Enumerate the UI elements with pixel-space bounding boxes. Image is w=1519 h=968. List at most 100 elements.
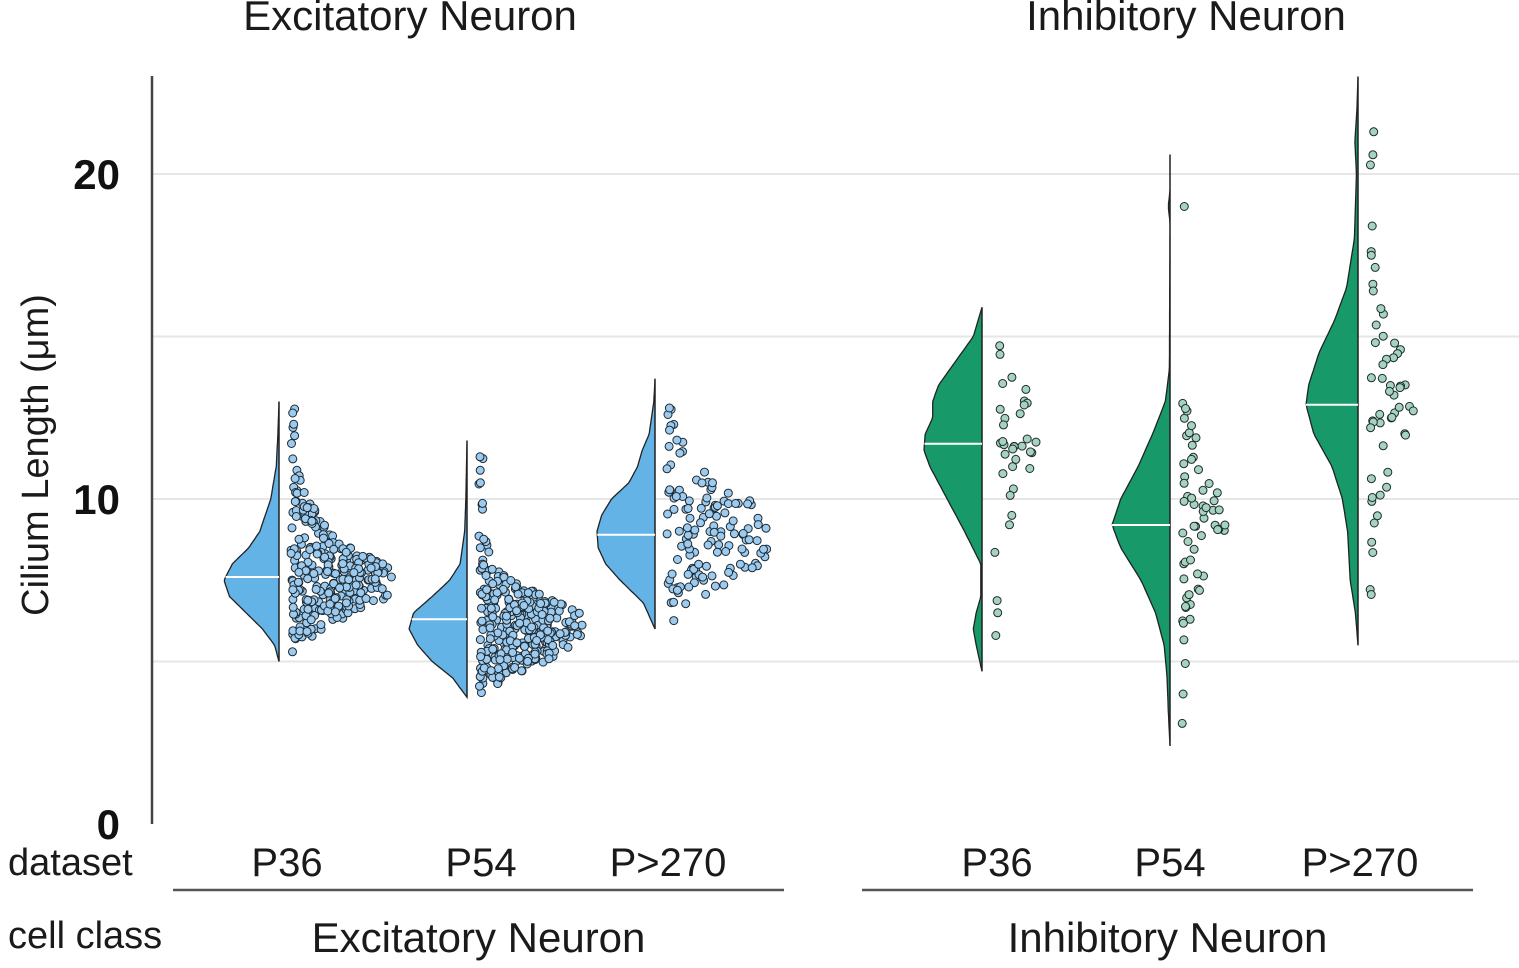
data-point <box>288 585 298 595</box>
data-point <box>512 606 522 616</box>
data-point <box>665 485 675 495</box>
data-point <box>548 641 558 650</box>
data-point <box>488 644 498 654</box>
data-point <box>743 499 753 509</box>
data-point <box>1183 537 1193 546</box>
data-point <box>1377 373 1387 383</box>
data-point <box>701 589 711 599</box>
data-point <box>520 641 529 651</box>
data-point <box>685 513 695 523</box>
data-point <box>1005 520 1014 530</box>
data-point <box>1011 454 1021 464</box>
data-point <box>330 594 340 603</box>
data-point <box>1368 548 1378 557</box>
data-point <box>323 567 332 576</box>
data-point <box>1367 493 1377 502</box>
dataset-label: P>270 <box>610 841 727 885</box>
data-point <box>506 576 516 585</box>
data-point <box>683 504 693 513</box>
data-point <box>992 596 1002 606</box>
data-point <box>1383 467 1393 477</box>
dataset-label: P36 <box>251 841 322 885</box>
data-point <box>714 540 724 550</box>
data-points <box>286 127 1418 728</box>
data-point <box>1372 511 1382 521</box>
data-point <box>1179 496 1189 506</box>
data-point <box>1178 689 1188 699</box>
data-point <box>1213 525 1223 535</box>
data-point <box>366 554 376 564</box>
data-point <box>684 582 694 592</box>
data-point <box>476 652 486 662</box>
data-point <box>294 534 304 544</box>
data-point <box>523 588 533 598</box>
data-point <box>1189 521 1199 531</box>
data-point <box>320 552 330 562</box>
data-point <box>330 607 340 617</box>
data-point <box>331 569 340 579</box>
data-point <box>338 559 348 569</box>
data-point <box>478 498 487 508</box>
data-point <box>530 649 540 659</box>
data-point <box>993 608 1003 618</box>
data-point <box>488 612 498 622</box>
data-point <box>1179 413 1189 423</box>
data-point <box>358 551 368 561</box>
data-point <box>1209 496 1219 506</box>
data-point <box>1179 574 1189 584</box>
data-point <box>673 555 682 564</box>
data-point <box>368 596 378 606</box>
data-point <box>485 634 495 644</box>
data-point <box>675 448 685 458</box>
data-point <box>555 629 565 639</box>
data-point <box>290 431 300 441</box>
violin-half <box>1305 76 1359 646</box>
data-point <box>344 575 354 585</box>
dataset-label: P36 <box>961 841 1032 885</box>
data-point <box>1186 555 1195 565</box>
data-point <box>1204 479 1214 488</box>
data-point <box>1007 372 1017 382</box>
data-point <box>704 509 714 519</box>
data-point <box>1008 444 1018 454</box>
data-point <box>324 539 334 548</box>
data-point <box>664 441 674 451</box>
data-point <box>1371 320 1381 330</box>
data-point <box>729 529 739 539</box>
data-point <box>288 454 298 464</box>
data-point <box>475 543 485 553</box>
data-point <box>744 535 754 545</box>
data-point <box>1367 221 1377 231</box>
data-point <box>1368 286 1378 296</box>
violin-half <box>408 440 468 700</box>
data-point <box>1385 386 1394 396</box>
data-point <box>681 599 691 609</box>
data-point <box>544 654 554 664</box>
data-point <box>669 504 679 514</box>
data-point <box>1022 434 1032 444</box>
group-brackets: Excitatory Neuron Inhibitory Neuron <box>173 888 1473 961</box>
data-point <box>703 540 713 550</box>
data-point <box>543 626 553 636</box>
data-point <box>759 544 768 554</box>
data-point <box>669 616 679 626</box>
data-point <box>477 616 487 626</box>
data-point <box>1193 569 1202 579</box>
data-point <box>696 503 706 513</box>
data-point <box>709 527 719 537</box>
data-point <box>294 567 304 577</box>
y-axis-title: Cilium Length (μm) <box>15 294 57 616</box>
data-point <box>1366 590 1376 599</box>
data-point <box>475 681 484 691</box>
data-point <box>747 563 757 573</box>
data-point <box>683 530 693 540</box>
data-point <box>512 638 522 648</box>
data-point <box>490 595 500 605</box>
data-point <box>514 653 524 663</box>
data-point <box>325 599 335 609</box>
data-point <box>702 493 712 503</box>
violin-half <box>223 401 280 662</box>
data-point <box>487 564 497 574</box>
data-point <box>761 523 771 533</box>
data-point <box>1214 505 1224 515</box>
